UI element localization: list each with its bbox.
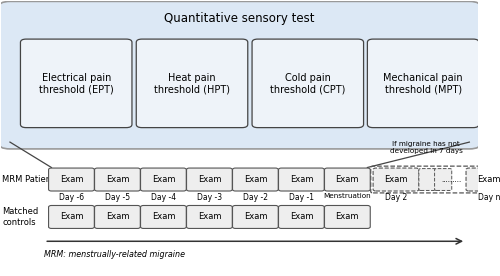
Text: Day 2: Day 2 — [385, 193, 407, 202]
Text: Quantitative sensory test: Quantitative sensory test — [164, 12, 315, 25]
Text: Heat pain
threshold (HPT): Heat pain threshold (HPT) — [154, 73, 230, 94]
FancyBboxPatch shape — [278, 206, 324, 229]
Text: Exam: Exam — [106, 213, 129, 221]
Text: .........: ......... — [442, 177, 462, 182]
Text: Exam: Exam — [152, 175, 175, 184]
FancyBboxPatch shape — [466, 168, 500, 191]
Text: Day -3: Day -3 — [197, 193, 222, 202]
FancyBboxPatch shape — [278, 168, 324, 191]
Text: Exam: Exam — [336, 213, 359, 221]
Text: Exam: Exam — [198, 213, 221, 221]
FancyBboxPatch shape — [186, 206, 232, 229]
Text: MRM Patients: MRM Patients — [2, 175, 59, 184]
Text: Exam: Exam — [60, 175, 83, 184]
FancyBboxPatch shape — [140, 206, 186, 229]
Text: Exam: Exam — [384, 175, 407, 184]
Text: Menstruation: Menstruation — [324, 193, 371, 199]
FancyBboxPatch shape — [368, 39, 479, 128]
Text: Exam: Exam — [477, 175, 500, 184]
FancyBboxPatch shape — [94, 206, 140, 229]
Text: Day -6: Day -6 — [59, 193, 84, 202]
FancyBboxPatch shape — [324, 168, 370, 191]
Text: Exam: Exam — [244, 213, 267, 221]
FancyBboxPatch shape — [232, 206, 278, 229]
FancyBboxPatch shape — [252, 39, 364, 128]
Text: Matched
controls: Matched controls — [2, 207, 38, 227]
Text: Exam: Exam — [244, 175, 267, 184]
Text: Exam: Exam — [290, 213, 313, 221]
Text: Day -2: Day -2 — [243, 193, 268, 202]
FancyBboxPatch shape — [48, 168, 94, 191]
Text: Exam: Exam — [60, 213, 83, 221]
Text: If migraine has not
developed in 7 days: If migraine has not developed in 7 days — [390, 141, 462, 154]
FancyBboxPatch shape — [140, 168, 186, 191]
FancyBboxPatch shape — [20, 39, 132, 128]
FancyBboxPatch shape — [136, 39, 248, 128]
FancyBboxPatch shape — [186, 168, 232, 191]
Text: Cold pain
threshold (CPT): Cold pain threshold (CPT) — [270, 73, 345, 94]
Text: Day n: Day n — [478, 193, 500, 202]
Text: Day -4: Day -4 — [151, 193, 176, 202]
FancyBboxPatch shape — [0, 1, 482, 149]
FancyBboxPatch shape — [373, 168, 419, 191]
Text: Exam: Exam — [336, 175, 359, 184]
FancyBboxPatch shape — [324, 206, 370, 229]
Text: Mechanical pain
threshold (MPT): Mechanical pain threshold (MPT) — [384, 73, 463, 94]
Text: Exam: Exam — [198, 175, 221, 184]
Text: Day -1: Day -1 — [289, 193, 314, 202]
Text: Day -5: Day -5 — [105, 193, 130, 202]
FancyBboxPatch shape — [48, 206, 94, 229]
Text: Exam: Exam — [290, 175, 313, 184]
Text: MRM: menstrually-related migraine: MRM: menstrually-related migraine — [44, 250, 186, 259]
FancyBboxPatch shape — [232, 168, 278, 191]
Text: Exam: Exam — [106, 175, 129, 184]
Text: Electrical pain
threshold (EPT): Electrical pain threshold (EPT) — [39, 73, 114, 94]
FancyBboxPatch shape — [419, 169, 436, 190]
FancyBboxPatch shape — [434, 169, 452, 190]
FancyBboxPatch shape — [94, 168, 140, 191]
Text: Exam: Exam — [152, 213, 175, 221]
